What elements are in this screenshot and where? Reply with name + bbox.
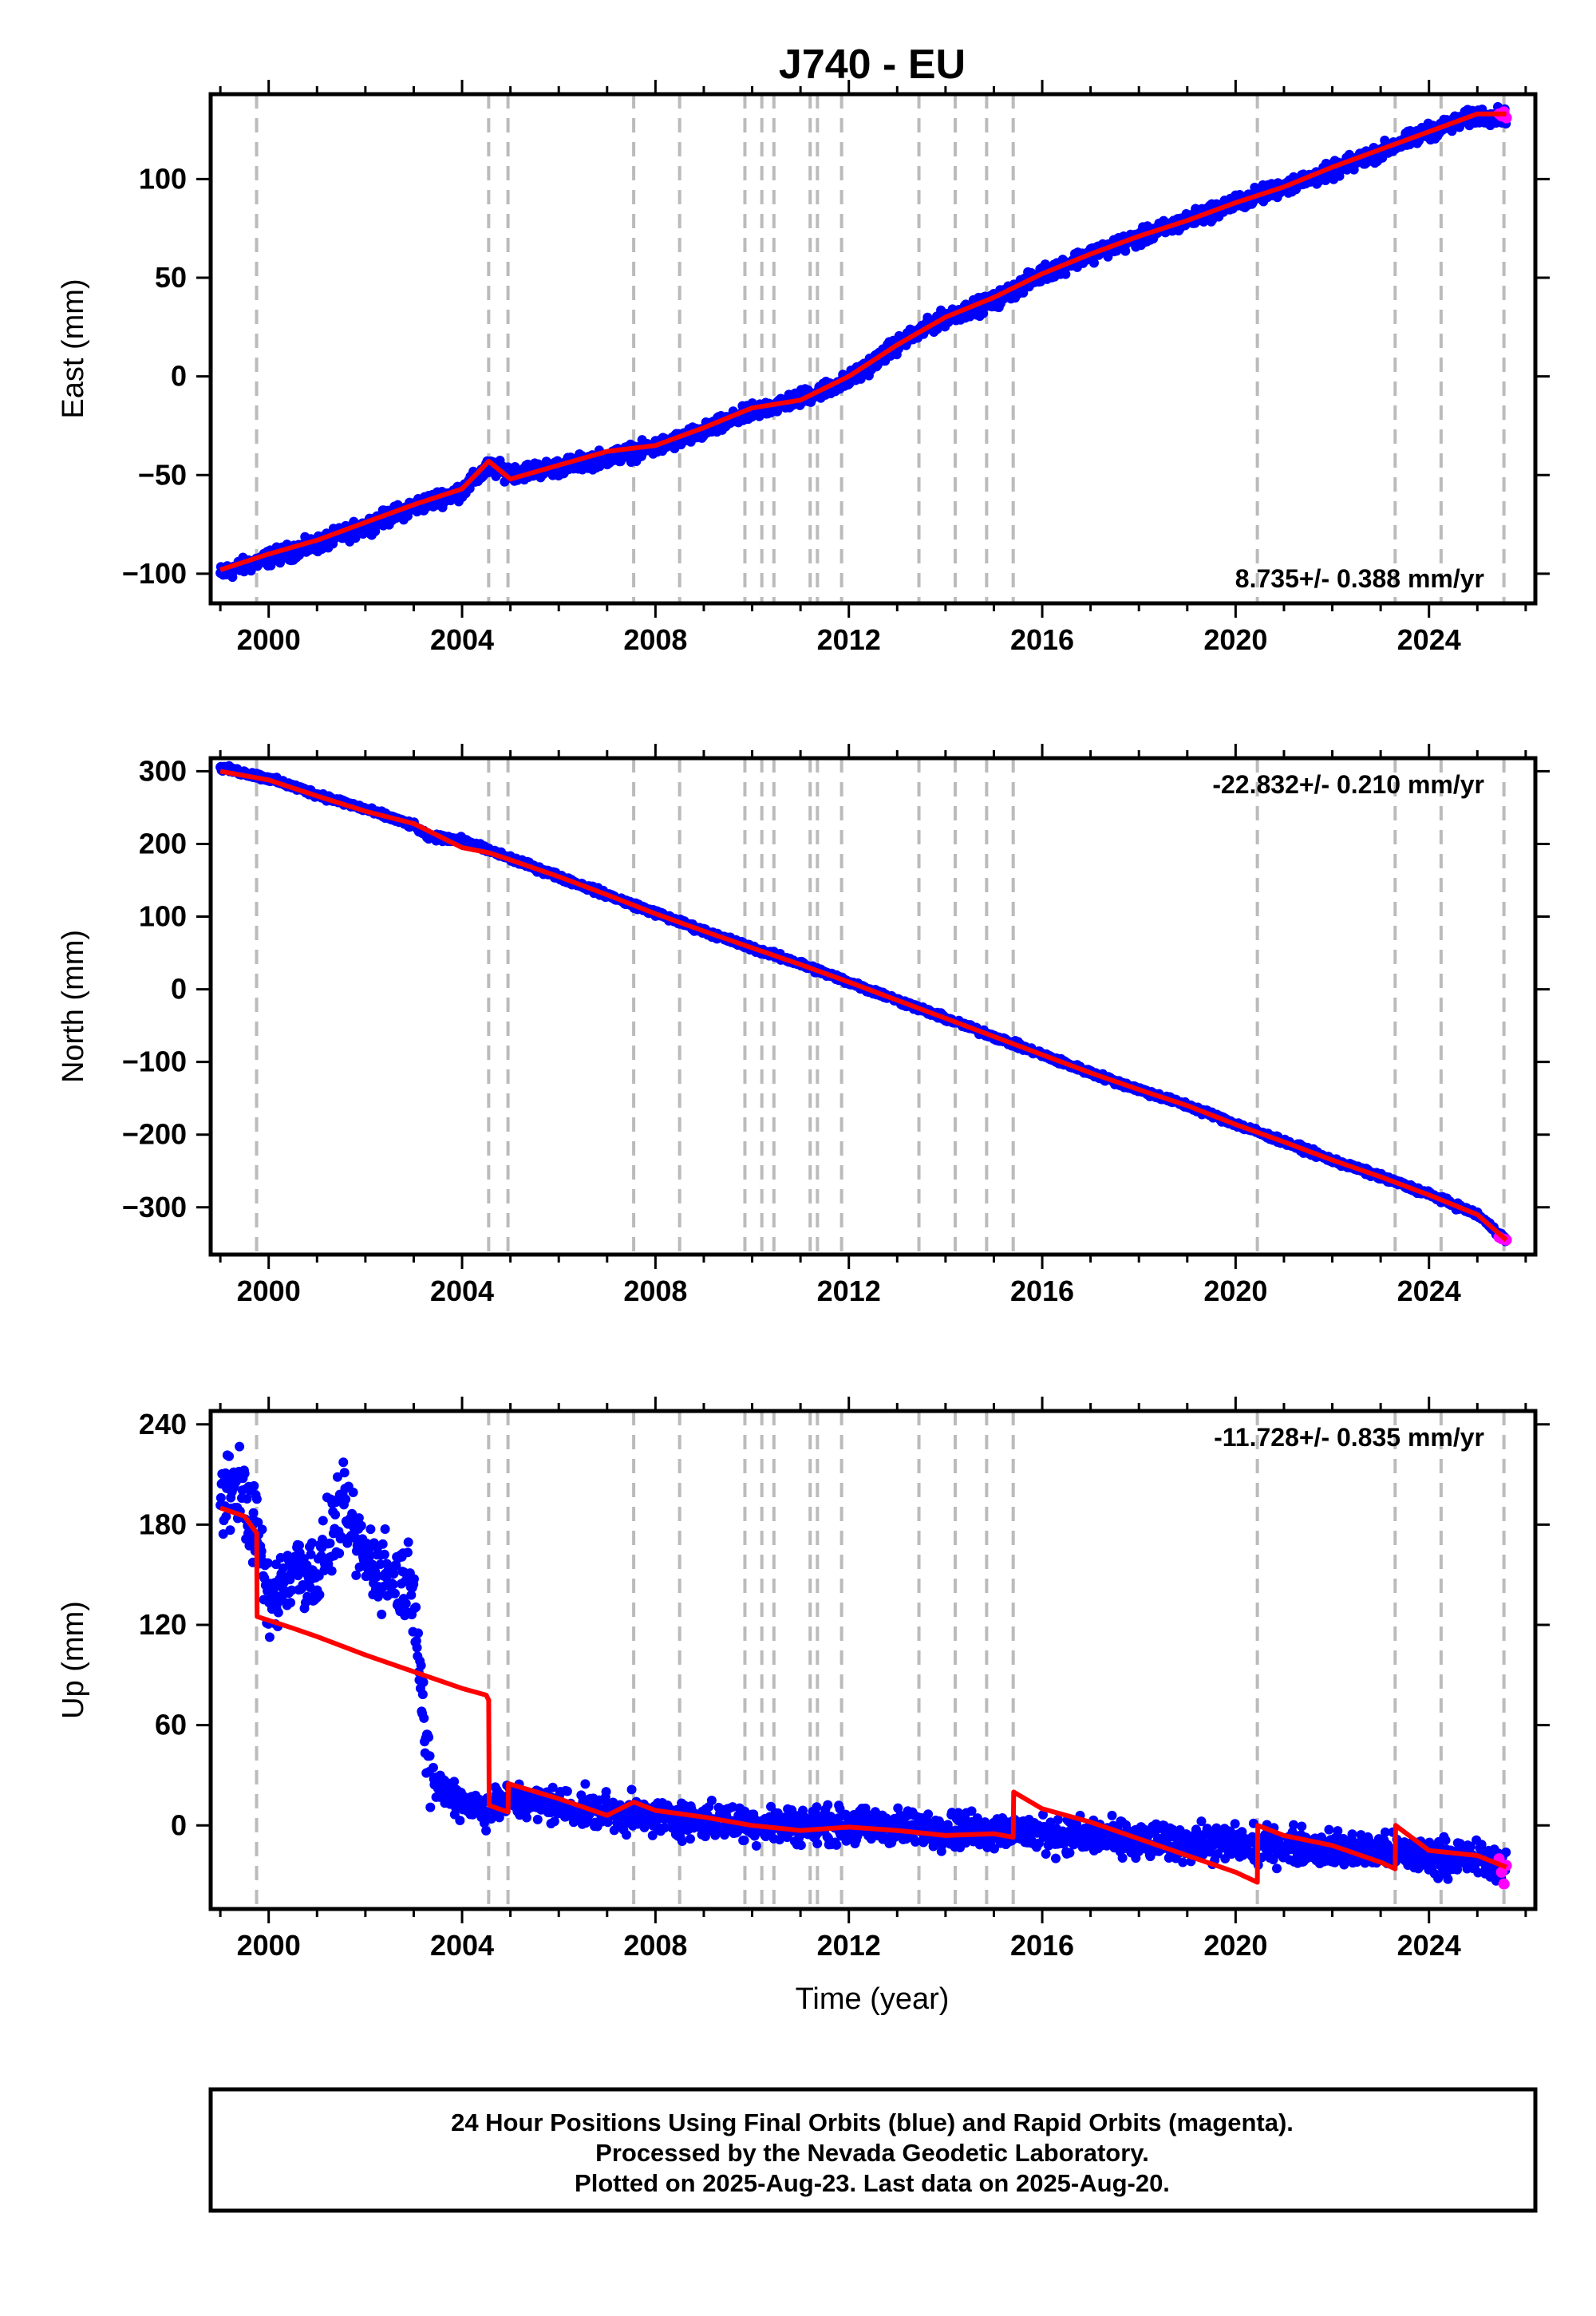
data-point (239, 1468, 250, 1479)
x-tick-label: 2008 (623, 1275, 687, 1307)
data-point (273, 1607, 283, 1618)
data-point (242, 1493, 252, 1504)
data-point (338, 1457, 349, 1468)
data-point (356, 1520, 366, 1531)
data-point (348, 1488, 358, 1498)
y-tick-label: 200 (139, 827, 187, 860)
final-orbit-points (215, 1441, 1511, 1890)
data-point (388, 1579, 398, 1590)
x-tick-label: 2020 (1203, 623, 1267, 656)
data-point (225, 1525, 235, 1535)
x-tick-label: 2024 (1397, 1275, 1461, 1307)
plot-frame (208, 756, 1538, 1257)
data-point (218, 1529, 228, 1539)
data-point (306, 1549, 316, 1559)
chart-title: J740 - EU (779, 41, 966, 88)
data-point (286, 1585, 297, 1595)
plot-area (215, 94, 1512, 603)
y-axis-label: East (mm) (57, 279, 90, 418)
y-tick-label: 300 (139, 754, 187, 787)
data-point (377, 1539, 388, 1549)
y-tick-label: 100 (139, 900, 187, 933)
x-tick-label: 2016 (1010, 623, 1074, 656)
data-point (326, 1566, 337, 1576)
x-tick-label: 2012 (817, 1275, 881, 1307)
rate-label: -22.832+/- 0.210 mm/yr (1212, 770, 1484, 799)
plot-area (215, 1411, 1512, 1909)
data-point (1103, 251, 1113, 262)
data-point (306, 1538, 317, 1548)
data-point (330, 1509, 341, 1520)
data-point (334, 1548, 345, 1559)
data-point (224, 1451, 235, 1461)
panel-east: 2000 2004 2008 2012 2016 2020 2024 −100 −50 0 50 10… (57, 80, 1550, 656)
data-point (251, 1494, 262, 1504)
data-point (1061, 269, 1071, 279)
data-point (389, 1588, 400, 1599)
y-tick-label: −100 (122, 557, 187, 590)
data-point (1120, 246, 1131, 256)
y-axis-label: North (mm) (57, 930, 90, 1083)
data-point (365, 1524, 376, 1535)
data-point (278, 1563, 288, 1573)
data-point (264, 1632, 275, 1642)
data-point (314, 1590, 325, 1600)
data-point (380, 1524, 390, 1535)
plot-frame (208, 92, 1538, 606)
data-point (341, 1494, 351, 1504)
x-tick-label: 2000 (237, 623, 301, 656)
x-tick-label: 2000 (237, 1275, 301, 1307)
data-point (377, 1609, 387, 1619)
data-point (286, 1598, 296, 1608)
final-orbit-points (215, 761, 1511, 1247)
y-tick-label: −50 (138, 458, 187, 491)
data-point (379, 1549, 389, 1559)
panel-up: 2000 2004 2008 2012 2016 2020 2024060120180240… (57, 1397, 1550, 1962)
model-line (219, 769, 1508, 1243)
data-point (248, 1508, 259, 1518)
y-tick-label: 50 (155, 261, 187, 294)
panels: 2000 2004 2008 2012 2016 2020 2024−100−5005010… (57, 80, 1550, 1962)
data-point (249, 1480, 259, 1491)
data-point (215, 1492, 226, 1503)
y-tick-label: −100 (122, 1045, 187, 1078)
data-point (351, 1570, 361, 1580)
data-point (336, 1531, 346, 1542)
x-tick-label: 2004 (430, 623, 494, 656)
data-point (325, 1538, 335, 1548)
y-tick-label: −300 (122, 1191, 187, 1223)
data-point (263, 1558, 273, 1568)
data-point (389, 1568, 399, 1579)
model-line (219, 111, 1507, 572)
data-point (253, 1517, 263, 1528)
data-point (339, 1468, 350, 1478)
x-tick-label: 2012 (817, 623, 881, 656)
y-tick-label: 0 (171, 973, 187, 1006)
x-tick-label: 2024 (1397, 623, 1461, 656)
x-tick-label: 2004 (430, 1275, 494, 1307)
data-point (294, 1540, 304, 1551)
data-point (1088, 258, 1099, 268)
y-tick-label: 0 (171, 360, 187, 393)
panel-north: 2000 2004 2008 2012 2016 2020 2024−300−200−100… (57, 744, 1550, 1307)
y-tick-label: 100 (139, 162, 187, 195)
data-point (235, 1441, 245, 1452)
data-point (354, 1513, 364, 1524)
x-tick-label: 2016 (1010, 1275, 1074, 1307)
data-point (257, 1524, 267, 1535)
y-tick-label: −200 (122, 1118, 187, 1151)
plot-area (215, 758, 1512, 1255)
data-point (391, 1560, 401, 1571)
data-point (332, 1472, 342, 1482)
data-point (221, 1512, 231, 1522)
data-point (365, 1550, 375, 1560)
rate-label: 8.735+/- 0.388 mm/yr (1235, 564, 1484, 593)
data-point (318, 1516, 328, 1526)
x-tick-label: 2008 (623, 623, 687, 656)
x-tick-label: 2020 (1203, 1275, 1267, 1307)
